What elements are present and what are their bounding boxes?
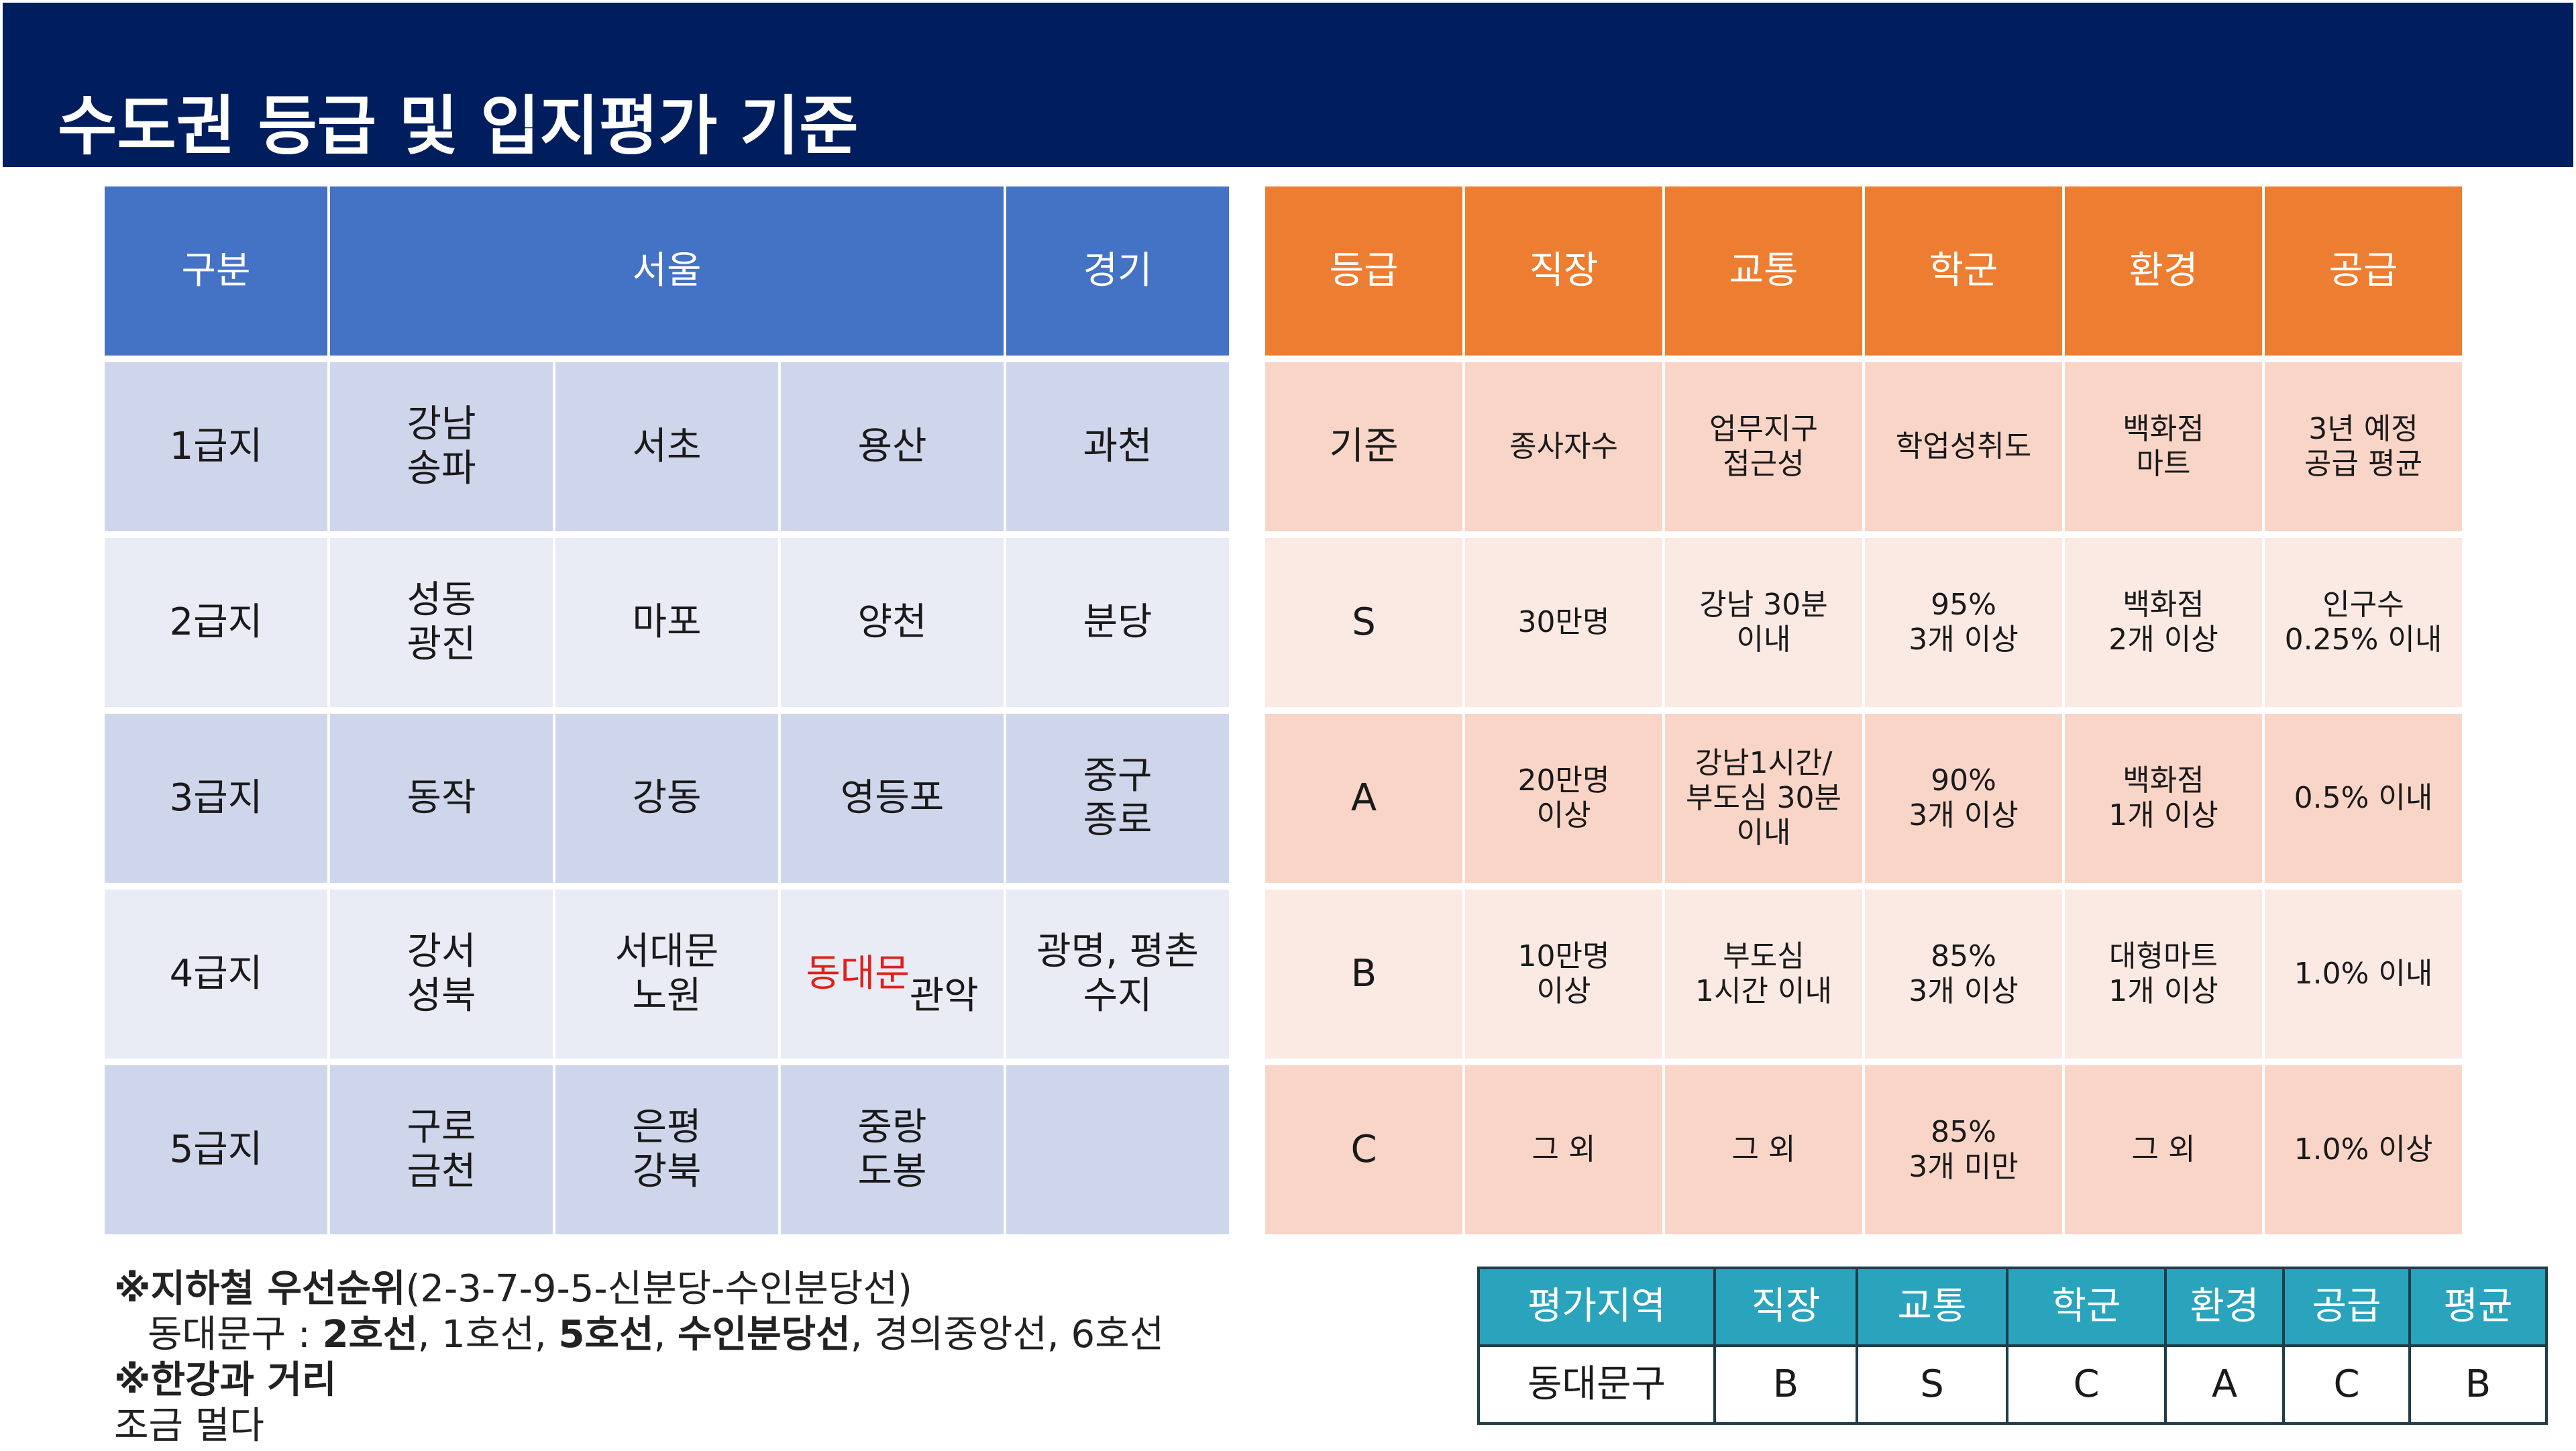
- gyeonggi-district-cell: 과천: [1006, 362, 1229, 531]
- criteria-cell: 그 외: [1465, 1065, 1662, 1234]
- seoul-district-cell: 은평 강북: [555, 1065, 778, 1234]
- seoul-district-cell: 용산: [781, 362, 1004, 531]
- subway-priority-title: ※지하철 우선순위: [114, 1267, 406, 1311]
- criteria-cell: 1.0% 이상: [2265, 1065, 2462, 1234]
- grade-cell: 4급지: [105, 890, 327, 1059]
- river-value: 조금 멀다: [114, 1404, 264, 1448]
- summary-header: 학군: [2006, 1267, 2167, 1347]
- criteria-cell: 30만명: [1465, 538, 1662, 707]
- summary-header: 평균: [2408, 1267, 2548, 1347]
- seoul-district-cell: 중랑 도봉: [781, 1065, 1004, 1234]
- criteria-cell: 인구수 0.25% 이내: [2265, 538, 2462, 707]
- subway-line-text: , 1호선,: [417, 1313, 559, 1356]
- subway-priority-line: ※지하철 우선순위(2-3-7-9-5-신분당-수인분당선): [114, 1267, 1164, 1312]
- grade-cell: 1급지: [105, 362, 327, 531]
- criteria-header: 공급: [2265, 186, 2462, 356]
- seoul-district-cell: 강서 성북: [330, 890, 553, 1059]
- subway-lines: 2호선, 1호선, 5호선, 수인분당선, 경의중앙선, 6호선: [323, 1313, 1165, 1356]
- criteria-grade-cell: 기준: [1265, 362, 1462, 531]
- grade-cell: 5급지: [105, 1065, 327, 1234]
- criteria-grade-cell: A: [1265, 714, 1462, 883]
- subway-line-text: 수인분당선: [678, 1313, 851, 1356]
- seoul-district-cell: 서초: [555, 362, 778, 531]
- summary-value: S: [1856, 1344, 2008, 1425]
- seoul-district-cell: 구로 금천: [330, 1065, 553, 1234]
- district-prefix: 동대문구 :: [148, 1313, 323, 1356]
- notes: ※지하철 우선순위(2-3-7-9-5-신분당-수인분당선) 동대문구 : 2호…: [114, 1267, 1164, 1449]
- subway-priority-order: (2-3-7-9-5-신분당-수인분당선): [405, 1267, 912, 1311]
- criteria-cell: 그 외: [2065, 1065, 2262, 1234]
- criteria-cell: 1.0% 이내: [2265, 890, 2462, 1059]
- criteria-cell: 업무지구 접근성: [1665, 362, 1862, 531]
- criteria-cell: 95% 3개 이상: [1865, 538, 2062, 707]
- summary-value: 동대문구: [1477, 1344, 1716, 1425]
- summary-header: 직장: [1713, 1267, 1858, 1347]
- criteria-cell: 대형마트 1개 이상: [2065, 890, 2262, 1059]
- criteria-cell: 강남 30분 이내: [1665, 538, 1862, 707]
- summary-value: B: [2408, 1344, 2548, 1425]
- criteria-cell: 강남1시간/ 부도심 30분 이내: [1665, 714, 1862, 883]
- river-title: ※한강과 거리: [114, 1358, 337, 1402]
- criteria-cell: 백화점 1개 이상: [2065, 714, 2262, 883]
- criteria-cell: 그 외: [1665, 1065, 1862, 1234]
- seoul-district-cell: 강남 송파: [330, 362, 553, 531]
- criteria-cell: 종사자수: [1465, 362, 1662, 531]
- criteria-cell: 10만명 이상: [1465, 890, 1662, 1059]
- criteria-grade-cell: C: [1265, 1065, 1462, 1234]
- criteria-header: 등급: [1265, 186, 1462, 356]
- subway-line-text: 5호선: [558, 1313, 654, 1356]
- summary-header: 환경: [2164, 1267, 2285, 1347]
- criteria-cell: 0.5% 이내: [2265, 714, 2462, 883]
- header-category: 구분: [105, 186, 327, 356]
- subway-line-text: , 경의중앙선, 6호선: [850, 1313, 1165, 1356]
- criteria-header: 학군: [1865, 186, 2062, 356]
- seoul-district-cell: 마포: [555, 538, 778, 707]
- seoul-district-cell: 강동: [555, 714, 778, 883]
- gyeonggi-district-cell: 광명, 평촌 수지: [1006, 890, 1229, 1059]
- highlighted-district: 동대문: [806, 951, 910, 996]
- summary-header: 평가지역: [1477, 1267, 1716, 1347]
- criteria-header: 직장: [1465, 186, 1662, 356]
- seoul-district-cell: 양천: [781, 538, 1004, 707]
- criteria-cell: 백화점 2개 이상: [2065, 538, 2262, 707]
- seoul-district-cell: 성동 광진: [330, 538, 553, 707]
- criteria-cell: 85% 3개 이상: [1865, 890, 2062, 1059]
- seoul-district-cell: 영등포: [781, 714, 1004, 883]
- district-lines: 동대문구 : 2호선, 1호선, 5호선, 수인분당선, 경의중앙선, 6호선: [114, 1312, 1164, 1358]
- seoul-district-cell: 서대문 노원: [555, 890, 778, 1059]
- grade-cell: 3급지: [105, 714, 327, 883]
- criteria-grade-cell: S: [1265, 538, 1462, 707]
- header-seoul: 서울: [330, 186, 1004, 356]
- criteria-cell: 90% 3개 이상: [1865, 714, 2062, 883]
- summary-value: C: [2282, 1344, 2411, 1425]
- criteria-cell: 백화점 마트: [2065, 362, 2262, 531]
- gyeonggi-district-cell: 중구 종로: [1006, 714, 1229, 883]
- criteria-header: 환경: [2065, 186, 2262, 356]
- seoul-district-cell: 동작: [330, 714, 553, 883]
- summary-header: 공급: [2282, 1267, 2411, 1347]
- summary-value: A: [2164, 1344, 2285, 1425]
- summary-header: 교통: [1856, 1267, 2008, 1347]
- criteria-header: 교통: [1665, 186, 1862, 356]
- header-gyeonggi: 경기: [1006, 186, 1229, 356]
- criteria-grade-cell: B: [1265, 890, 1462, 1059]
- criteria-cell: 85% 3개 미만: [1865, 1065, 2062, 1234]
- subway-line-text: 2호선: [322, 1313, 418, 1356]
- title-bar: [3, 3, 2573, 167]
- grade-cell: 2급지: [105, 538, 327, 707]
- summary-value: C: [2006, 1344, 2167, 1425]
- criteria-cell: 학업성취도: [1865, 362, 2062, 531]
- page-title: 수도권 등급 및 입지평가 기준: [58, 89, 859, 164]
- criteria-cell: 20만명 이상: [1465, 714, 1662, 883]
- criteria-cell: 3년 예정 공급 평균: [2265, 362, 2462, 531]
- summary-value: B: [1713, 1344, 1858, 1425]
- criteria-cell: 부도심 1시간 이내: [1665, 890, 1862, 1059]
- subway-line-text: ,: [653, 1313, 678, 1356]
- gyeonggi-district-cell: 분당: [1006, 538, 1229, 707]
- gyeonggi-district-cell: [1006, 1065, 1229, 1234]
- seoul-district-cell: 동대문 관악: [781, 890, 1004, 1059]
